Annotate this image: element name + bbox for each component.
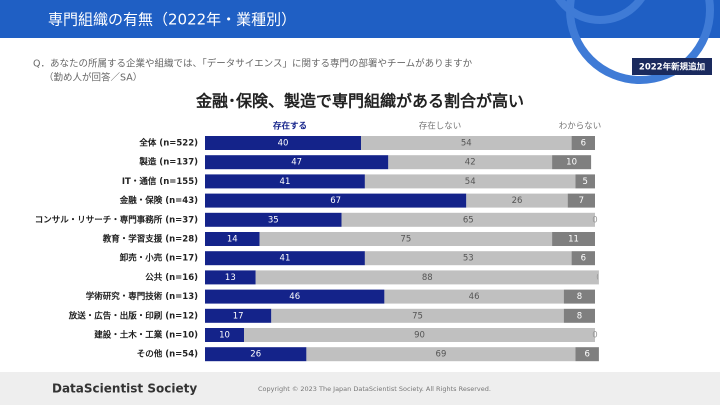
value-label: 53 [463, 254, 474, 264]
bar-segment [205, 212, 342, 227]
bar-segment [244, 328, 595, 342]
bar-segment [466, 193, 568, 208]
bar-segment [575, 347, 599, 362]
bar-segment [255, 270, 599, 285]
value-label: 6 [584, 350, 589, 360]
value-label: 7 [579, 196, 584, 206]
bar-segment [364, 251, 572, 266]
bar-segment [205, 270, 256, 285]
value-label: 54 [465, 177, 476, 187]
bar-segment [567, 193, 595, 208]
bar-segment [361, 136, 572, 150]
legend-label: 存在しない [419, 121, 462, 132]
value-label: 5 [583, 177, 588, 187]
bar-segment [552, 155, 592, 170]
bar-segment [205, 251, 365, 266]
bar-segment [388, 155, 553, 170]
bar-segment [205, 347, 307, 362]
category-label: 全体 (n=522) [138, 138, 198, 149]
bar-segment [563, 308, 595, 323]
value-label: 0 [596, 273, 601, 283]
value-label: 88 [422, 273, 433, 283]
bar-segment [205, 328, 244, 342]
bar-segment [552, 232, 595, 246]
bar-segment [259, 232, 553, 246]
value-label: 35 [268, 215, 279, 225]
value-label: 75 [400, 235, 411, 245]
value-label: 75 [412, 311, 423, 321]
value-label: 11 [568, 235, 579, 245]
category-label: 製造 (n=137) [138, 157, 198, 168]
category-label: 建設・土木・工業 (n=10) [93, 330, 198, 341]
value-label: 13 [225, 273, 236, 283]
value-label: 8 [577, 311, 582, 321]
value-label: 6 [581, 139, 586, 149]
bar-segment [384, 289, 564, 304]
value-label: 6 [581, 254, 586, 264]
value-label: 17 [233, 311, 244, 321]
value-label: 67 [330, 196, 341, 206]
bar-segment [571, 136, 595, 150]
bar-segment [271, 308, 564, 323]
category-label: IT・通信 (n=155) [122, 176, 198, 187]
category-label: 放送・広告・出版・印刷 (n=12) [68, 310, 198, 321]
copyright: Copyright © 2023 The Japan DataScientist… [258, 385, 491, 393]
value-label: 40 [278, 139, 289, 149]
bar-segment [341, 212, 595, 227]
footer-bar [0, 372, 720, 405]
bar-segment [205, 308, 272, 323]
bar-segment [205, 136, 361, 150]
bar-segment [306, 347, 576, 362]
value-label: 42 [465, 158, 476, 168]
category-label: 教育・学習支援 (n=28) [102, 234, 198, 245]
value-label: 90 [414, 331, 425, 341]
value-label: 10 [219, 331, 230, 341]
value-label: 0 [592, 331, 597, 341]
bar-segment [205, 289, 385, 304]
category-label: その他 (n=54) [137, 349, 198, 360]
badge [632, 58, 712, 75]
value-label: 46 [469, 292, 480, 302]
legend-label: 存在する [272, 121, 307, 132]
value-label: 47 [291, 158, 302, 168]
value-label: 54 [461, 139, 472, 149]
value-label: 41 [280, 177, 291, 187]
bar-segment [205, 193, 467, 208]
bar-segment [205, 155, 389, 170]
value-label: 8 [577, 292, 582, 302]
question-line: Q．あなたの所属する企業や組織では、「データサイエンス」に関する専門の部署やチー… [33, 58, 473, 70]
bar-segment [364, 174, 576, 189]
value-label: 69 [436, 350, 447, 360]
chart-title: 金融･保険、製造で専門組織がある割合が高い [195, 92, 524, 111]
category-label: コンサル・リサーチ・専門事務所 (n=37) [35, 214, 198, 225]
value-label: 26 [512, 196, 523, 206]
category-label: 金融・保険 (n=43) [119, 195, 198, 206]
question-line: （勤め人が回答／SA） [44, 72, 142, 84]
bar-segment [205, 232, 260, 246]
header-title: 専門組織の有無（2022年・業種別） [48, 11, 296, 29]
bar-segment [205, 174, 365, 189]
bar-segment [575, 174, 595, 189]
bar-segment [563, 289, 595, 304]
category-label: 学術研究・専門技術 (n=13) [86, 291, 198, 302]
category-label: 公共 (n=16) [145, 272, 198, 283]
bar-segment [571, 251, 595, 266]
footer-logo: DataScientist Society [52, 382, 197, 396]
value-label: 26 [250, 350, 261, 360]
legend-label: わからない [559, 122, 602, 132]
value-label: 41 [280, 254, 291, 264]
category-label: 卸売・小売 (n=17) [120, 253, 198, 264]
value-label: 0 [592, 215, 597, 225]
header-decoration [555, 0, 714, 84]
value-label: 46 [289, 292, 300, 302]
value-label: 10 [566, 158, 577, 168]
badge-text: 2022年新規追加 [639, 62, 705, 73]
value-label: 14 [227, 235, 238, 245]
value-label: 65 [463, 215, 474, 225]
